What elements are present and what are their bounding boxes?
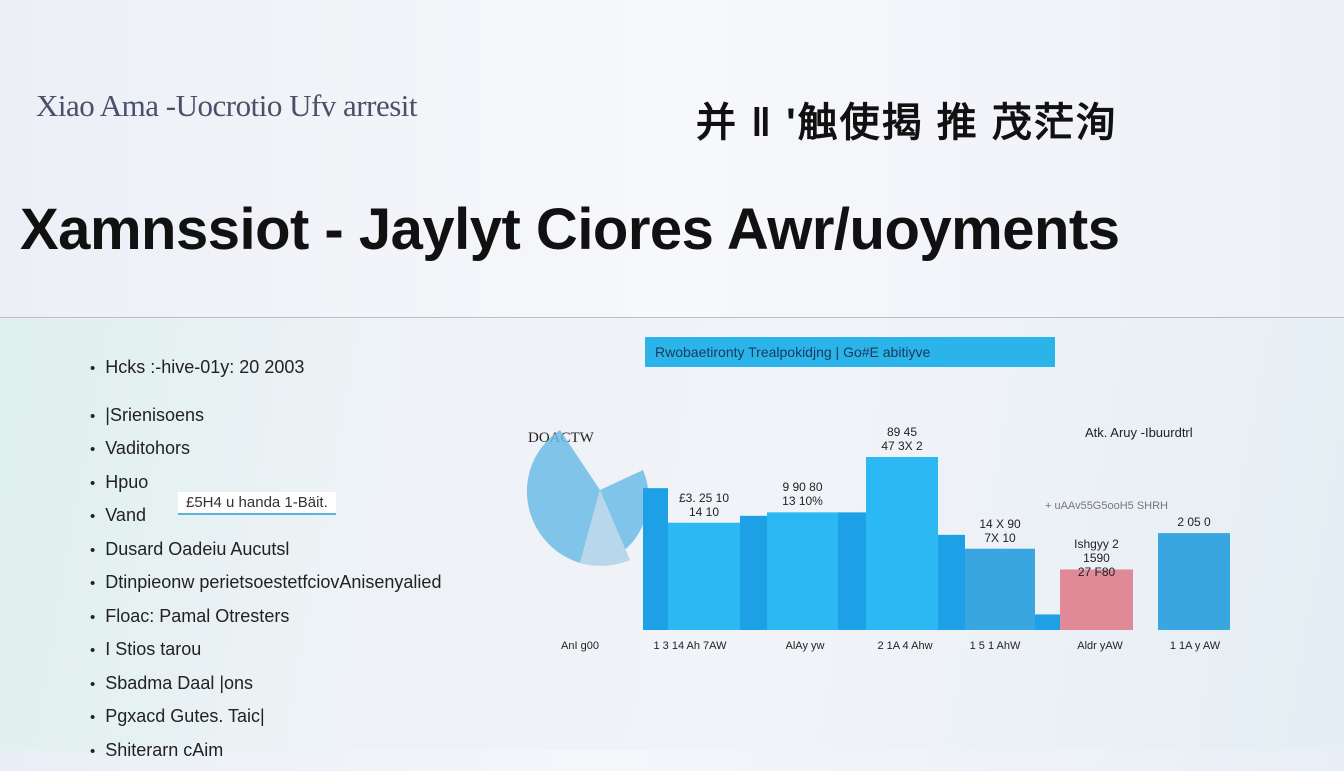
x-tick-label: 1 3 14 Ah 7AW bbox=[640, 640, 740, 652]
data-label-line: 7X 10 bbox=[965, 531, 1035, 545]
data-label-line: Ishgyy 2 1590 bbox=[1060, 537, 1133, 565]
bar bbox=[767, 512, 838, 630]
x-tick-label: Aldr yAW bbox=[1050, 640, 1150, 652]
data-label-line: 27 F80 bbox=[1060, 565, 1133, 579]
bar bbox=[938, 535, 965, 630]
bar bbox=[1035, 614, 1060, 630]
data-label-line: £3. 25 10 bbox=[668, 491, 740, 505]
data-label-line: 9 90 80 bbox=[767, 480, 838, 494]
data-label-line: 2 05 0 bbox=[1158, 515, 1230, 529]
x-tick-label: 2 1A 4 Ahw bbox=[855, 640, 955, 652]
data-label-line: 13 10% bbox=[767, 494, 838, 508]
data-label: 2 05 0 bbox=[1158, 515, 1230, 529]
bar bbox=[838, 512, 866, 630]
bar bbox=[866, 457, 938, 630]
data-label-line: 14 X 90 bbox=[965, 517, 1035, 531]
bar bbox=[740, 516, 767, 630]
data-label-line: 89 45 bbox=[866, 425, 938, 439]
x-tick-label: 1 1A y AW bbox=[1145, 640, 1245, 652]
x-tick-label: 1 5 1 AhW bbox=[945, 640, 1045, 652]
bar bbox=[1158, 533, 1230, 630]
bar bbox=[965, 549, 1035, 630]
bar-chart bbox=[0, 0, 1344, 750]
x-tick-label: AlAy yw bbox=[755, 640, 855, 652]
x-tick-label: AnI g00 bbox=[530, 640, 630, 652]
bar bbox=[668, 523, 740, 630]
bar bbox=[643, 488, 668, 630]
data-label-line: 14 10 bbox=[668, 505, 740, 519]
data-label-line: 47 3X 2 bbox=[866, 439, 938, 453]
